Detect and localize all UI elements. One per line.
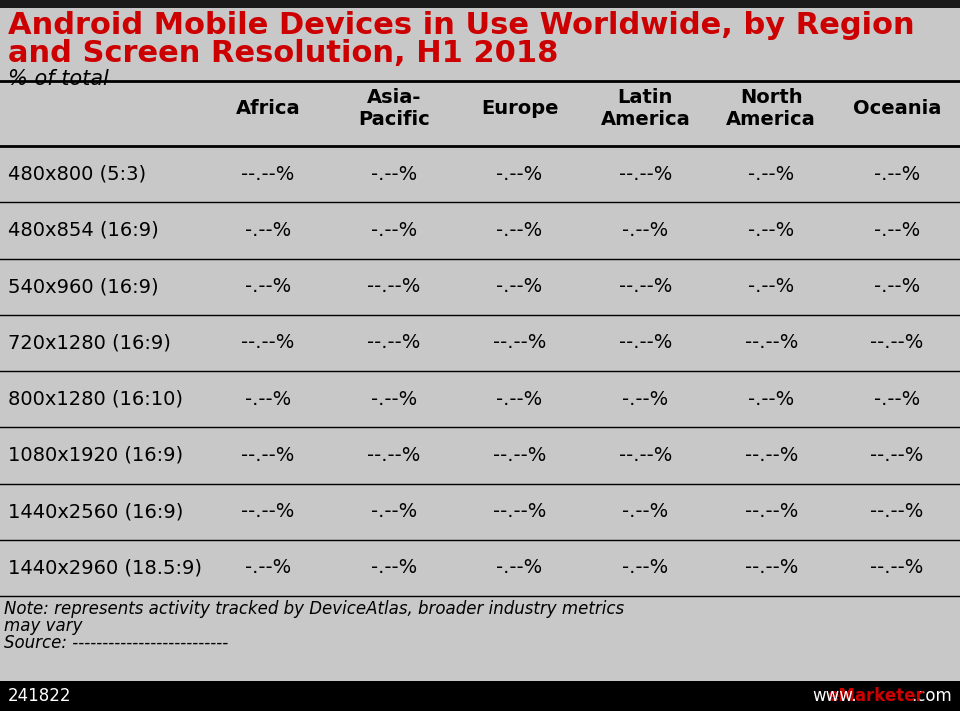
- Text: Oceania: Oceania: [852, 99, 941, 118]
- Text: -.--%: -.--%: [496, 390, 542, 409]
- Text: --.--%: --.--%: [619, 165, 672, 183]
- Text: -.--%: -.--%: [245, 221, 291, 240]
- Text: -.--%: -.--%: [622, 390, 668, 409]
- Text: www.: www.: [812, 687, 856, 705]
- Text: -.--%: -.--%: [245, 558, 291, 577]
- Text: --.--%: --.--%: [492, 446, 546, 465]
- Text: -.--%: -.--%: [622, 502, 668, 521]
- Text: 241822: 241822: [8, 687, 71, 705]
- Text: Android Mobile Devices in Use Worldwide, by Region: Android Mobile Devices in Use Worldwide,…: [8, 11, 915, 40]
- Text: --.--%: --.--%: [241, 333, 295, 353]
- Text: -.--%: -.--%: [874, 165, 921, 183]
- Text: 1080x1920 (16:9): 1080x1920 (16:9): [8, 446, 183, 465]
- Text: eMarketer: eMarketer: [828, 687, 924, 705]
- Text: --.--%: --.--%: [745, 446, 798, 465]
- Text: 800x1280 (16:10): 800x1280 (16:10): [8, 390, 183, 409]
- Text: --.--%: --.--%: [241, 502, 295, 521]
- Text: --.--%: --.--%: [871, 333, 924, 353]
- Text: -.--%: -.--%: [748, 165, 794, 183]
- Text: -.--%: -.--%: [748, 390, 794, 409]
- Text: 1440x2560 (16:9): 1440x2560 (16:9): [8, 502, 183, 521]
- Text: -.--%: -.--%: [371, 502, 417, 521]
- Text: Latin
America: Latin America: [601, 88, 690, 129]
- Text: % of total: % of total: [8, 69, 108, 89]
- Text: -.--%: -.--%: [748, 221, 794, 240]
- Text: Source: --------------------------: Source: --------------------------: [4, 634, 228, 652]
- Bar: [0, 0, 960, 8]
- Text: --.--%: --.--%: [745, 333, 798, 353]
- Text: --.--%: --.--%: [871, 558, 924, 577]
- Bar: [0, 681, 960, 711]
- Text: 480x800 (5:3): 480x800 (5:3): [8, 165, 146, 183]
- Text: Europe: Europe: [481, 99, 559, 118]
- Text: may vary: may vary: [4, 617, 83, 635]
- Text: Note: represents activity tracked by DeviceAtlas, broader industry metrics: Note: represents activity tracked by Dev…: [4, 600, 624, 618]
- Text: --.--%: --.--%: [492, 502, 546, 521]
- Text: Asia-
Pacific: Asia- Pacific: [358, 88, 430, 129]
- Text: -.--%: -.--%: [371, 221, 417, 240]
- Text: --.--%: --.--%: [871, 446, 924, 465]
- Text: .com: .com: [911, 687, 952, 705]
- Text: -.--%: -.--%: [245, 390, 291, 409]
- Text: --.--%: --.--%: [745, 558, 798, 577]
- Text: --.--%: --.--%: [241, 165, 295, 183]
- Text: --.--%: --.--%: [367, 333, 420, 353]
- Text: -.--%: -.--%: [496, 221, 542, 240]
- Text: --.--%: --.--%: [367, 277, 420, 296]
- Text: North
America: North America: [727, 88, 816, 129]
- Text: -.--%: -.--%: [496, 165, 542, 183]
- Text: --.--%: --.--%: [492, 333, 546, 353]
- Text: 1440x2960 (18.5:9): 1440x2960 (18.5:9): [8, 558, 202, 577]
- Text: -.--%: -.--%: [245, 277, 291, 296]
- Text: -.--%: -.--%: [874, 390, 921, 409]
- Text: -.--%: -.--%: [874, 277, 921, 296]
- Text: -.--%: -.--%: [622, 558, 668, 577]
- Text: -.--%: -.--%: [371, 390, 417, 409]
- Text: -.--%: -.--%: [874, 221, 921, 240]
- Text: 540x960 (16:9): 540x960 (16:9): [8, 277, 158, 296]
- Text: --.--%: --.--%: [619, 333, 672, 353]
- Text: --.--%: --.--%: [619, 277, 672, 296]
- Text: Africa: Africa: [235, 99, 300, 118]
- Text: 720x1280 (16:9): 720x1280 (16:9): [8, 333, 171, 353]
- Text: -.--%: -.--%: [371, 165, 417, 183]
- Text: -.--%: -.--%: [622, 221, 668, 240]
- Text: 480x854 (16:9): 480x854 (16:9): [8, 221, 158, 240]
- Text: and Screen Resolution, H1 2018: and Screen Resolution, H1 2018: [8, 39, 559, 68]
- Text: -.--%: -.--%: [371, 558, 417, 577]
- Text: -.--%: -.--%: [496, 558, 542, 577]
- Text: -.--%: -.--%: [748, 277, 794, 296]
- Text: --.--%: --.--%: [241, 446, 295, 465]
- Text: -.--%: -.--%: [496, 277, 542, 296]
- Text: --.--%: --.--%: [367, 446, 420, 465]
- Text: --.--%: --.--%: [619, 446, 672, 465]
- Text: --.--%: --.--%: [871, 502, 924, 521]
- Text: --.--%: --.--%: [745, 502, 798, 521]
